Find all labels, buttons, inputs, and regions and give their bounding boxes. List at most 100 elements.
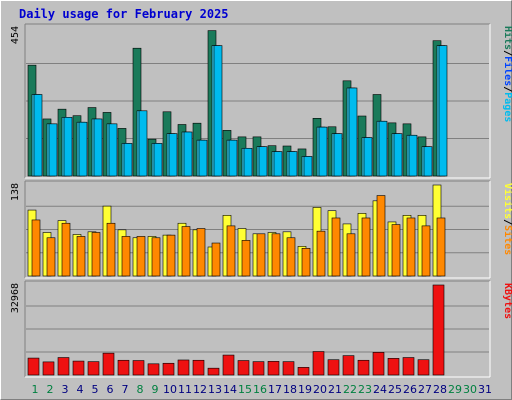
bar-hits-files-pages-pages-day-23 <box>363 137 373 177</box>
bar-kbytes-kbytes-day-10 <box>162 362 175 376</box>
bar-visits-sites-sites-day-22 <box>346 233 356 277</box>
bar-visits-sites-sites-day-17 <box>271 233 281 277</box>
bar-visits-sites-sites-day-18 <box>286 237 296 277</box>
x-tick-label-24: 24 <box>373 383 387 396</box>
bar-hits-files-pages-pages-day-15 <box>243 147 253 177</box>
bar-visits-sites-sites-day-13 <box>211 242 221 277</box>
bar-hits-files-pages-pages-day-2 <box>48 123 58 177</box>
bar-hits-files-pages-pages-day-21 <box>333 133 343 177</box>
bar-hits-files-pages-pages-day-5 <box>93 118 103 177</box>
bar-kbytes-kbytes-day-27 <box>417 359 430 376</box>
bar-kbytes-kbytes-day-2 <box>42 361 55 376</box>
bar-kbytes-kbytes-day-11 <box>177 359 190 376</box>
bar-kbytes-kbytes-day-20 <box>312 351 325 376</box>
x-tick-label-6: 6 <box>107 383 114 396</box>
bar-kbytes-kbytes-day-24 <box>372 352 385 376</box>
bar-kbytes-kbytes-day-6 <box>102 352 115 376</box>
bar-visits-sites-sites-day-25 <box>391 224 401 277</box>
bar-hits-files-pages-pages-day-8 <box>138 110 148 177</box>
bar-visits-sites-sites-day-26 <box>406 217 416 277</box>
bar-kbytes-kbytes-day-7 <box>117 359 130 376</box>
bar-kbytes-kbytes-day-23 <box>357 359 370 376</box>
bar-hits-files-pages-pages-day-12 <box>198 139 208 177</box>
x-tick-label-2: 2 <box>47 383 54 396</box>
bar-hits-files-pages-pages-day-27 <box>423 146 433 177</box>
bar-hits-files-pages-pages-day-20 <box>318 126 328 177</box>
bar-hits-files-pages-pages-day-10 <box>168 133 178 177</box>
bar-hits-files-pages-pages-day-18 <box>288 151 298 177</box>
legend-entry: / <box>502 219 512 225</box>
bar-visits-sites-sites-day-1 <box>31 219 41 277</box>
bar-visits-sites-sites-day-28 <box>436 217 446 277</box>
bar-hits-files-pages-pages-day-16 <box>258 146 268 177</box>
x-tick-label-16: 16 <box>253 383 267 396</box>
x-tick-label-15: 15 <box>238 383 252 396</box>
bar-kbytes-kbytes-day-9 <box>147 363 160 376</box>
bar-hits-files-pages-pages-day-11 <box>183 131 193 177</box>
bar-hits-files-pages-pages-day-22 <box>348 87 358 177</box>
x-tick-label-21: 21 <box>328 383 342 396</box>
y-max-label-visits-sites: 138 <box>10 183 21 201</box>
bar-visits-sites-sites-day-14 <box>226 225 236 277</box>
bar-kbytes-kbytes-day-1 <box>27 357 40 376</box>
x-tick-label-18: 18 <box>283 383 297 396</box>
bar-hits-files-pages-pages-day-1 <box>33 94 43 177</box>
bar-visits-sites-sites-day-12 <box>196 228 206 277</box>
bar-visits-sites-sites-day-7 <box>121 236 131 277</box>
bar-visits-sites-sites-day-10 <box>166 234 176 277</box>
x-tick-label-11: 11 <box>178 383 192 396</box>
bar-visits-sites-sites-day-9 <box>151 237 161 277</box>
bar-kbytes-kbytes-day-25 <box>387 358 400 376</box>
x-tick-label-22: 22 <box>343 383 357 396</box>
bar-visits-sites-sites-day-19 <box>301 248 311 277</box>
bar-kbytes-kbytes-day-12 <box>192 359 205 376</box>
bar-kbytes-kbytes-day-18 <box>282 361 295 376</box>
x-tick-label-27: 27 <box>418 383 432 396</box>
bar-kbytes-kbytes-day-28 <box>432 284 445 376</box>
x-tick-label-29: 29 <box>448 383 462 396</box>
bar-hits-files-pages-pages-day-25 <box>393 133 403 177</box>
legend-visits-sites: Visits/Sites <box>502 183 512 255</box>
y-max-label-kbytes: 32968 <box>10 283 21 313</box>
bar-hits-files-pages-pages-day-17 <box>273 151 283 177</box>
bar-hits-files-pages-pages-day-14 <box>228 139 238 177</box>
bar-hits-files-pages-pages-day-13 <box>213 45 223 177</box>
bar-kbytes-kbytes-day-22 <box>342 355 355 376</box>
x-tick-label-3: 3 <box>62 383 69 396</box>
bar-kbytes-kbytes-day-17 <box>267 361 280 376</box>
bar-visits-sites-sites-day-5 <box>91 232 101 277</box>
x-tick-label-5: 5 <box>92 383 99 396</box>
bar-hits-files-pages-pages-day-6 <box>108 123 118 177</box>
x-tick-label-28: 28 <box>433 383 447 396</box>
x-tick-label-30: 30 <box>463 383 477 396</box>
x-tick-label-31: 31 <box>478 383 492 396</box>
x-tick-label-23: 23 <box>358 383 372 396</box>
legend-entry: Sites <box>502 225 512 255</box>
bar-kbytes-kbytes-day-15 <box>237 360 250 376</box>
bar-kbytes-kbytes-day-21 <box>327 359 340 376</box>
legend-kbytes: KBytes <box>502 283 512 319</box>
x-tick-label-17: 17 <box>268 383 282 396</box>
x-tick-label-25: 25 <box>388 383 402 396</box>
bar-visits-sites-sites-day-27 <box>421 225 431 277</box>
legend-entry: Hits <box>502 26 512 50</box>
bar-visits-sites-sites-day-20 <box>316 230 326 277</box>
x-tick-label-1: 1 <box>32 383 39 396</box>
bar-visits-sites-sites-day-16 <box>256 233 266 277</box>
legend-hits-files-pages: Hits/Files/Pages <box>502 26 512 122</box>
x-tick-label-19: 19 <box>298 383 312 396</box>
bar-hits-files-pages-pages-day-4 <box>78 121 88 177</box>
bar-visits-sites-sites-day-8 <box>136 236 146 277</box>
bar-kbytes-kbytes-day-26 <box>402 357 415 376</box>
bar-hits-files-pages-pages-day-24 <box>378 120 388 177</box>
legend-entry: Visits <box>502 183 512 219</box>
x-tick-label-10: 10 <box>163 383 177 396</box>
x-tick-label-20: 20 <box>313 383 327 396</box>
bar-kbytes-kbytes-day-8 <box>132 360 145 376</box>
legend-entry: / <box>502 50 512 56</box>
legend-entry: KBytes <box>502 283 512 319</box>
bar-visits-sites-sites-day-24 <box>376 195 386 277</box>
bar-hits-files-pages-pages-day-28 <box>438 45 448 177</box>
bar-hits-files-pages-pages-day-26 <box>408 134 418 177</box>
bar-visits-sites-sites-day-21 <box>331 217 341 277</box>
